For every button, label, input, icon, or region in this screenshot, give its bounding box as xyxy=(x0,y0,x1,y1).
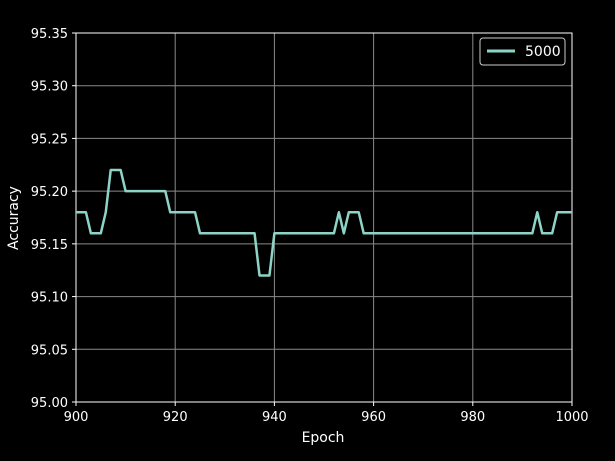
y-tick-label: 95.35 xyxy=(31,27,68,42)
ticks: 900 920 940 960 980 1000 95.00 95.05 95.10 95.15 9… xyxy=(31,27,589,425)
x-tick-label: 960 xyxy=(361,410,386,425)
series-layer xyxy=(76,168,572,277)
y-tick-label: 95.05 xyxy=(31,343,68,358)
series-line-5000 xyxy=(76,168,572,277)
y-tick-label: 95.20 xyxy=(31,185,68,200)
x-tick-label: 940 xyxy=(262,410,287,425)
x-tick-label: 1000 xyxy=(555,410,588,425)
legend-label: 5000 xyxy=(525,44,561,60)
legend-box xyxy=(479,37,566,66)
y-tick-label: 95.15 xyxy=(31,238,68,253)
x-tick-label: 900 xyxy=(64,410,89,425)
x-axis-label: Epoch xyxy=(302,430,345,446)
x-tick-label: 980 xyxy=(460,410,485,425)
legend: 5000 xyxy=(479,37,566,66)
y-tick-label: 95.25 xyxy=(31,132,68,147)
y-tick-label: 95.10 xyxy=(31,291,68,306)
y-tick-label: 95.00 xyxy=(31,396,68,411)
y-tick-label: 95.30 xyxy=(31,80,68,95)
axes xyxy=(75,32,573,403)
y-axis-label: Accuracy xyxy=(6,186,22,250)
x-tick-label: 920 xyxy=(163,410,188,425)
plot-frame xyxy=(75,32,573,403)
